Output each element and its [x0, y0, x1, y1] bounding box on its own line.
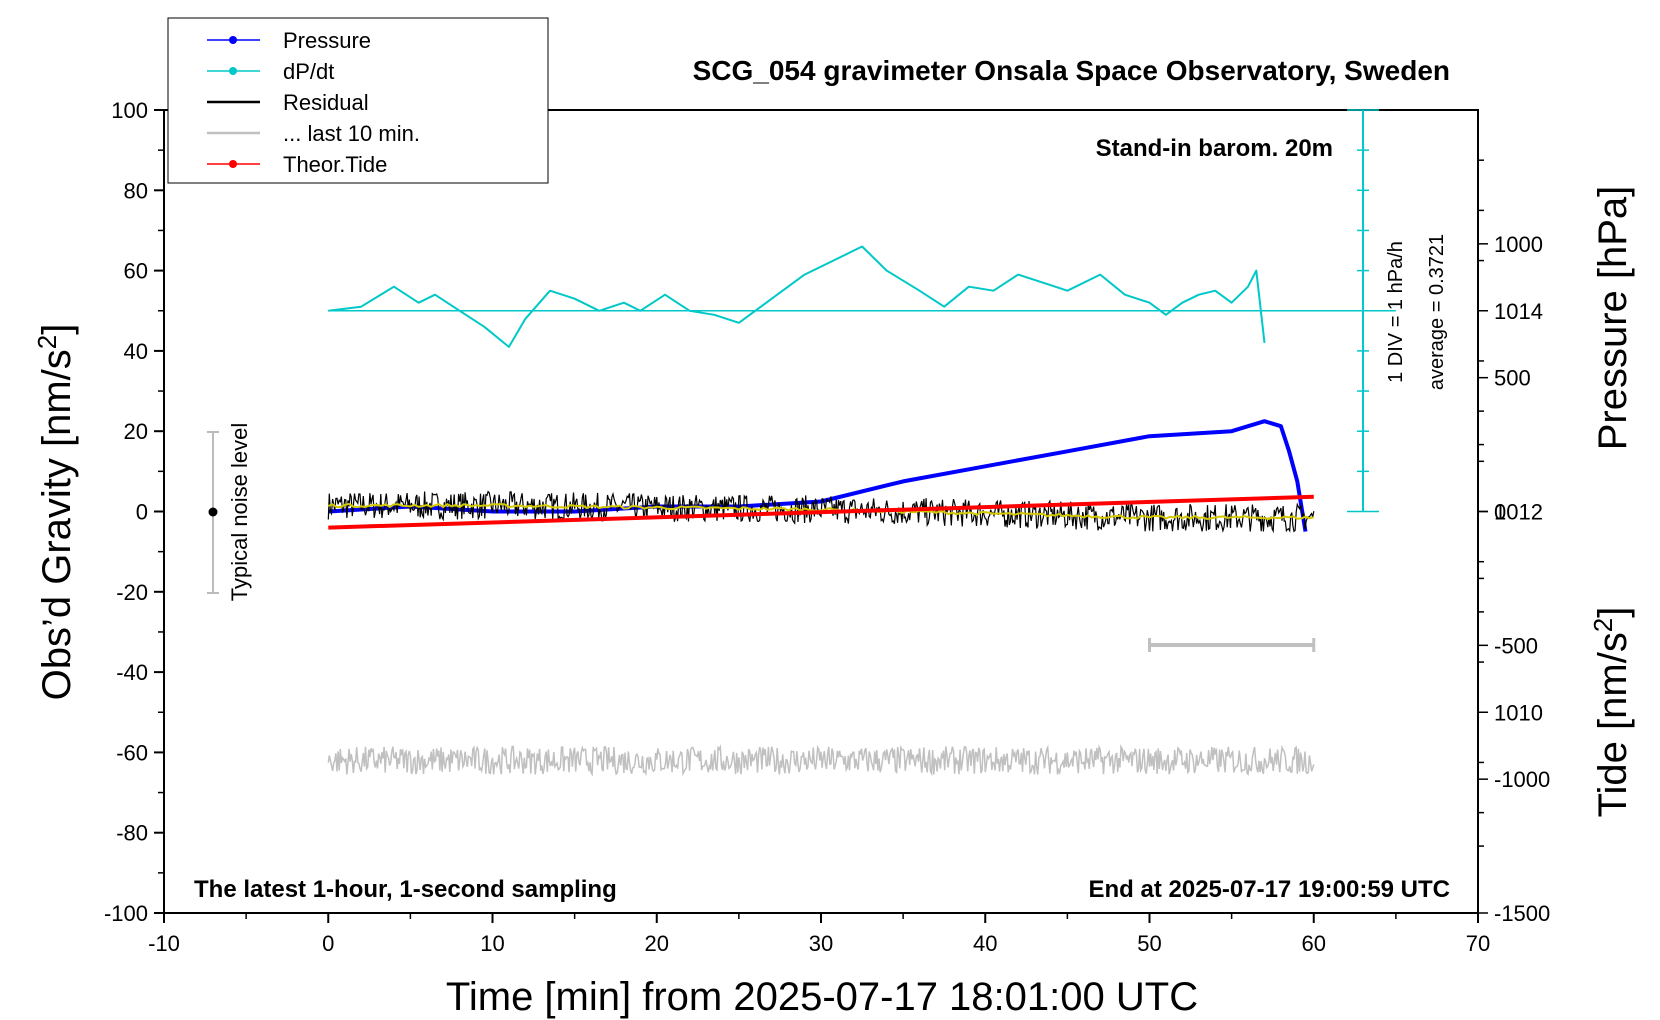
pressure-tick-label: 1012: [1494, 500, 1543, 525]
tide-tick-label: -1500: [1494, 901, 1550, 926]
x-axis-ticks: -10 0 10 20 30 40 50 60 70: [148, 913, 1490, 956]
dp-dt-line: [328, 245, 1266, 348]
x-tick-label: 30: [809, 931, 833, 956]
y-left-tick-label: 0: [136, 500, 148, 525]
y-left-tick-label: -20: [116, 580, 148, 605]
last-10-min-line: [327, 743, 1315, 777]
legend-marker: [229, 160, 237, 168]
x-tick-label: 40: [973, 931, 997, 956]
legend-marker: [229, 36, 237, 44]
tide-tick-label: 500: [1494, 366, 1531, 391]
legend-label: Pressure: [283, 28, 371, 53]
y-left-axis-label: Obs’d Gravity [nm/s2]: [32, 324, 79, 701]
pressure-tick-label: 1014: [1494, 299, 1543, 324]
tide-tick-label: -1000: [1494, 767, 1550, 792]
y-left-tick-label: -100: [104, 901, 148, 926]
noise-level-label: Typical noise level: [227, 423, 252, 602]
x-tick-label: -10: [148, 931, 180, 956]
legend: Pressure dP/dt Residual ... last 10 min. The…: [167, 17, 549, 184]
barometer-note: Stand-in barom. 20m: [1096, 135, 1333, 162]
legend-label: dP/dt: [283, 59, 334, 84]
y-left-tick-label: -80: [116, 821, 148, 846]
x-tick-label: 0: [322, 931, 334, 956]
series-group: [327, 245, 1316, 777]
y-left-tick-label: -60: [116, 740, 148, 765]
y-left-tick-label: 40: [124, 339, 148, 364]
legend-label: Residual: [283, 90, 369, 115]
x-tick-label: 20: [645, 931, 669, 956]
residual-line: [327, 490, 1315, 534]
pressure-tick-label: 1010: [1494, 700, 1543, 725]
tide-tick-label: 0: [1494, 500, 1506, 525]
x-tick-label: 70: [1466, 931, 1490, 956]
y-left-tick-label: 60: [124, 259, 148, 284]
chart-title: SCG_054 gravimeter Onsala Space Observat…: [693, 55, 1450, 86]
bottom-right-note: End at 2025-07-17 19:00:59 UTC: [1089, 876, 1451, 903]
legend-label: Theor.Tide: [283, 152, 387, 177]
theor-tide-line: [328, 494, 1314, 530]
bottom-left-note: The latest 1-hour, 1-second sampling: [194, 876, 617, 903]
x-tick-label: 60: [1302, 931, 1326, 956]
average-label: average = 0.3721: [1426, 234, 1448, 390]
y-left-tick-label: -40: [116, 660, 148, 685]
y-left-tick-label: 100: [111, 98, 148, 123]
legend-marker: [229, 67, 237, 75]
pressure-line: [328, 419, 1308, 532]
y-right-pressure-label: Pressure [hPa]: [1591, 186, 1635, 451]
x-axis-label: Time [min] from 2025-07-17 18:01:00 UTC: [446, 975, 1198, 1019]
x-tick-label: 10: [480, 931, 504, 956]
pressure-rate-scale: [328, 109, 1396, 513]
legend-label: ... last 10 min.: [283, 121, 420, 146]
tide-tick-label: -500: [1494, 633, 1538, 658]
y-left-tick-label: 20: [124, 419, 148, 444]
y-right-axis-ticks: 1014 1012 1010 1000 500 0 -500 -1000 -1500: [1478, 159, 1550, 926]
x-tick-label: 50: [1137, 931, 1161, 956]
y-left-tick-label: 80: [124, 178, 148, 203]
y-right-tide-label: Tide [nm/s2]: [1588, 607, 1635, 818]
y-left-axis-ticks: 100 80 60 40 20 0 -20 -40 -60 -80 -100: [104, 98, 164, 926]
tide-tick-label: 1000: [1494, 232, 1543, 257]
div-label: 1 DIV = 1 hPa/h: [1385, 241, 1407, 383]
noise-level-indicator: [207, 431, 219, 594]
